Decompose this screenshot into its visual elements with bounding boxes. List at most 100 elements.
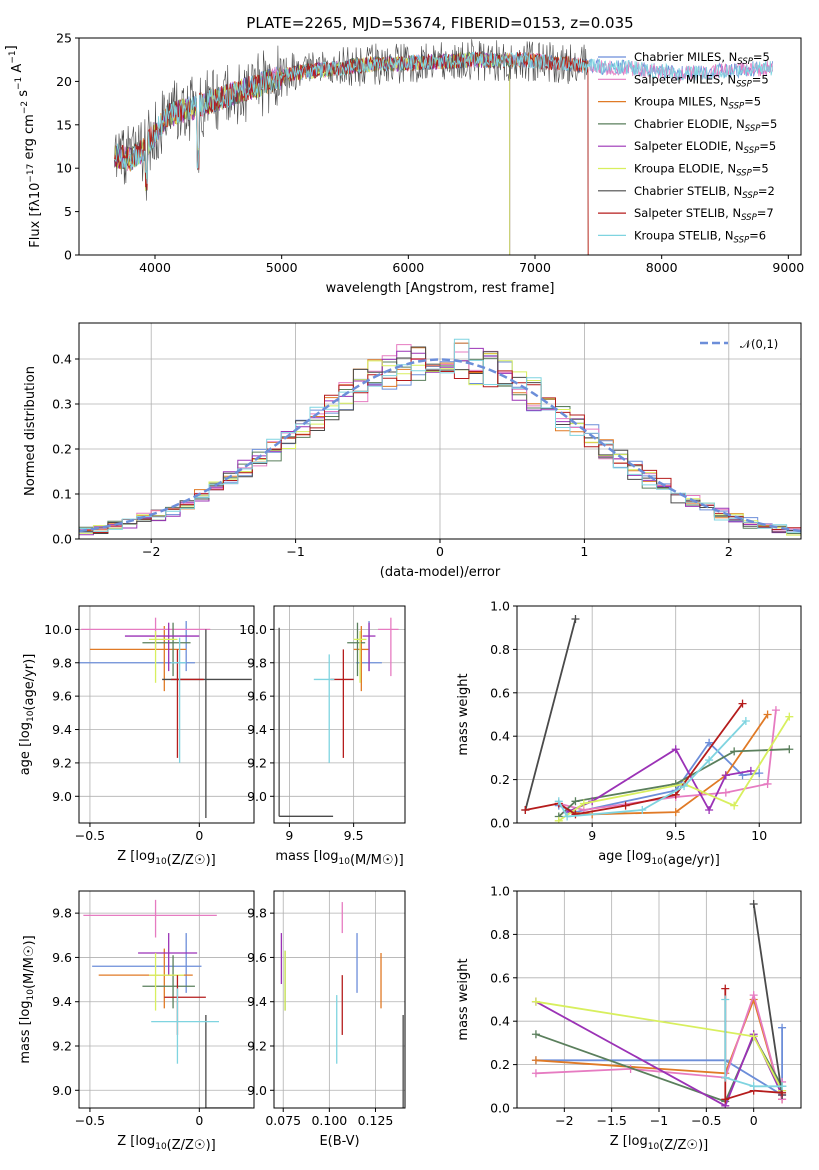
label-fragment: Salpeter MILES, N (634, 72, 736, 86)
y-axis-label: mass [log10(M/M☉)] (18, 935, 37, 1063)
y-tick-label: 9.6 (52, 689, 72, 704)
weight-marker (778, 1082, 787, 1091)
label-fragment: (Z/Z☉)] (167, 1138, 216, 1153)
label-fragment: SSP (736, 79, 752, 89)
label-fragment: 10 (339, 857, 351, 867)
errorbar-point (149, 631, 178, 683)
y-tick-label: 9.6 (52, 950, 72, 965)
weight-marker (721, 984, 730, 993)
y-tick-label: 0.2 (490, 1057, 510, 1072)
y-tick-label: 10.0 (239, 622, 267, 637)
y-tick-label: 9.8 (247, 906, 267, 921)
label-fragment: mass weight (456, 958, 471, 1040)
label-fragment: mass [ (18, 1020, 33, 1063)
chart-mass-vs-Z: −0.5 09.09.29.49.69.8Z [log10(Z/Z☉)]mass … (18, 890, 255, 1153)
weight-marker (571, 797, 580, 806)
y-axis-label: Normed distribution (23, 366, 38, 496)
y-tick-label: 20 (56, 74, 72, 89)
axes-frame (78, 605, 255, 824)
axes-frame (78, 890, 255, 1109)
legend-label: Chabrier STELIB, NSSP=2 (634, 184, 775, 201)
weight-marker (579, 799, 588, 808)
weight-marker (721, 1073, 730, 1082)
weight-marker (671, 808, 680, 817)
y-tick-label: 5 (64, 204, 72, 219)
x-tick-label: 0 (750, 1113, 758, 1128)
x-tick-label: 4000 (139, 260, 171, 275)
chart-age-vs-mass: 9 9.5 9.0 9.2 9.4 9.6 9.8 10.0 mass [log10(M/M☉)… (239, 605, 406, 868)
label-fragment: ] (4, 45, 19, 50)
y-tick-label: 10.0 (44, 622, 72, 637)
weight-series (554, 717, 750, 821)
label-fragment: (data-model)/error (380, 565, 501, 580)
y-axis-label: mass weight (456, 673, 471, 755)
weight-marker (521, 805, 530, 814)
x-tick-label: 0.125 (358, 1113, 394, 1128)
figure-title: PLATE=2265, MJD=53674, FIBERID=0153, z=0… (246, 14, 633, 32)
label-fragment: Z [ (610, 1134, 628, 1149)
y-tick-label: 9.0 (247, 789, 267, 804)
weight-marker (571, 810, 580, 819)
label-fragment: log (632, 849, 652, 864)
x-tick-label: 10 (751, 828, 767, 843)
y-tick-label: 0.0 (52, 532, 72, 547)
y-tick-label: 9.4 (52, 722, 72, 737)
x-axis-label: (data-model)/error (380, 565, 501, 580)
errorbar-point (149, 953, 184, 1011)
errorbar-point (278, 627, 334, 817)
errorbar-point (378, 617, 399, 677)
errorbar-point (313, 654, 335, 763)
weight-line (525, 703, 744, 816)
label-fragment: −1 (8, 50, 18, 63)
x-tick-label: 0.075 (265, 1113, 301, 1128)
weight-marker (785, 745, 794, 754)
x-tick-label: 9.5 (666, 828, 686, 843)
weight-line (558, 748, 790, 818)
errorbar-point (81, 617, 211, 650)
x-tick-label: 9 (588, 828, 596, 843)
label-fragment: Kroupa STELIB, N (634, 228, 734, 242)
label-fragment: =6 (749, 228, 766, 242)
label-fragment: 10 (651, 857, 663, 867)
label-fragment: =5 (759, 139, 776, 153)
weight-marker (785, 712, 794, 721)
weight-marker (721, 995, 730, 1004)
errorbar-point (330, 649, 354, 758)
x-tick-label: −1.5 (596, 1113, 626, 1128)
label-fragment: SSP (745, 124, 761, 134)
weight-marker (730, 801, 739, 810)
errorbar-point (347, 622, 366, 677)
label-fragment: Flux [f (28, 206, 43, 247)
x-axis-label: Z [log10(Z/Z☉)] (117, 849, 215, 868)
x-tick-label: −0.5 (75, 828, 105, 843)
y-tick-label: 9.6 (247, 689, 267, 704)
legend-label: Kroupa STELIB, NSSP=6 (634, 228, 766, 245)
axes-frame (78, 37, 802, 256)
errorbar-point (142, 955, 195, 1009)
label-fragment: λ10 (28, 183, 43, 207)
label-fragment: Kroupa ELODIE, N (634, 162, 736, 176)
label-fragment: Salpeter ELODIE, N (634, 139, 744, 153)
x-tick-label: 0 (195, 828, 203, 843)
label-fragment: =5 (752, 72, 769, 86)
x-tick-label: −0.5 (75, 1113, 105, 1128)
y-tick-label: 9.2 (52, 1039, 72, 1054)
plot-area (83, 899, 252, 1108)
weight-marker (671, 779, 680, 788)
weight-marker (755, 769, 764, 778)
legend-label: 𝒩(0,1) (740, 337, 778, 351)
errorbar-point (151, 988, 219, 1064)
y-tick-label: 9.8 (247, 655, 267, 670)
label-fragment: Chabrier ELODIE, N (634, 117, 745, 131)
weight-marker (554, 797, 563, 806)
label-fragment: =2 (758, 184, 775, 198)
weight-marker (671, 745, 680, 754)
x-axis-label: Z [log10(Z/Z☉)] (610, 1134, 708, 1153)
x-tick-label: 0 (195, 1113, 203, 1128)
axes-frame (273, 890, 406, 1109)
weight-marker (749, 1032, 758, 1041)
y-tick-label: 9.2 (247, 1039, 267, 1054)
label-fragment: log (18, 722, 33, 742)
